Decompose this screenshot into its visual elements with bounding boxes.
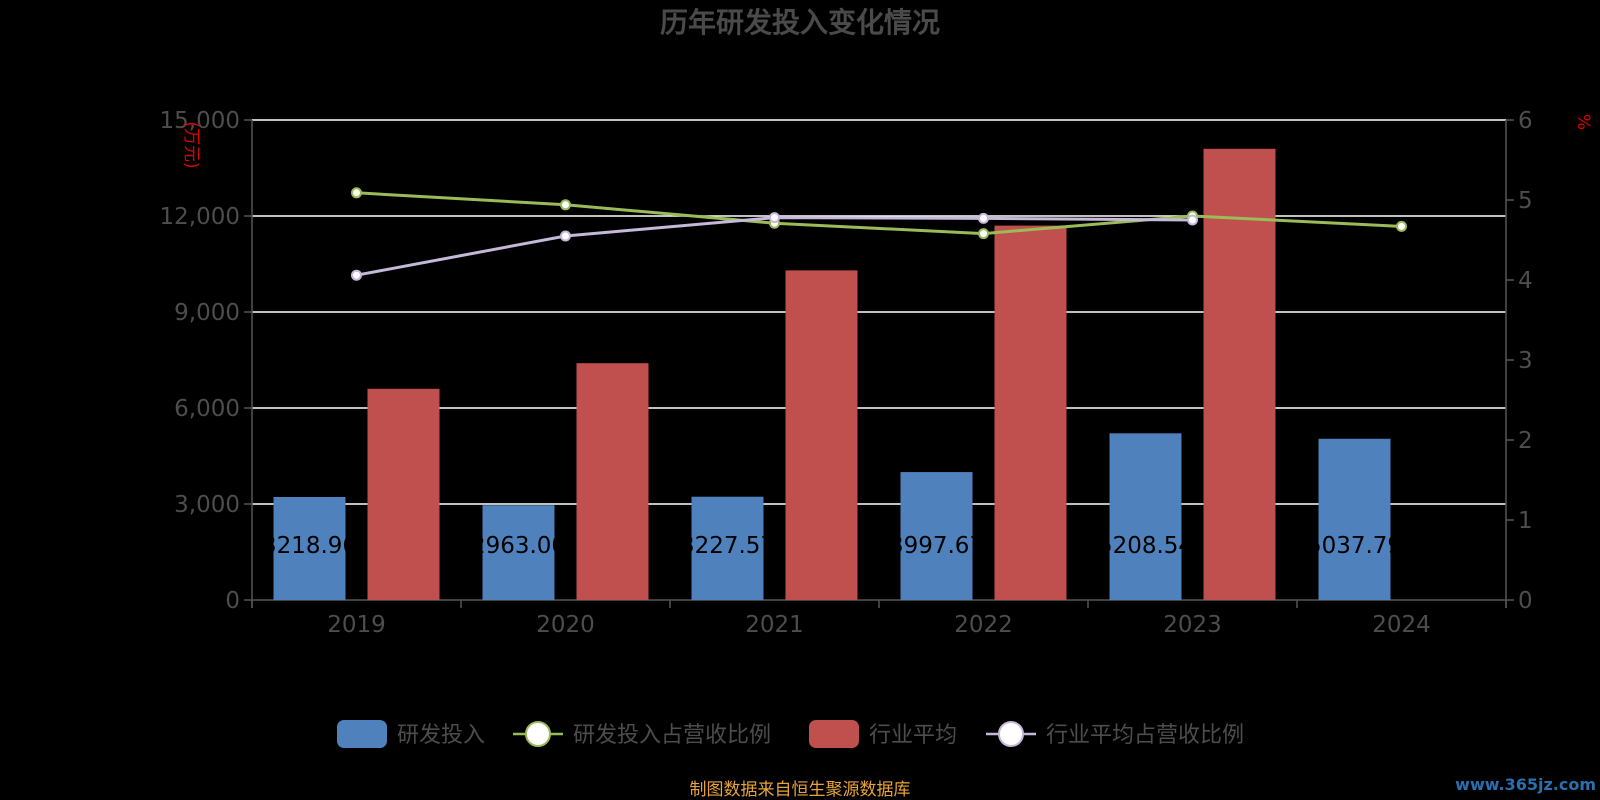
x-tick-label: 2023: [1163, 612, 1222, 638]
bar: [482, 505, 555, 600]
legend: 研发投入 研发投入占营收比例 行业平均 行业平均占营收比例: [337, 720, 1244, 748]
legend-label: 研发投入占营收比例: [573, 723, 771, 748]
bar: [785, 270, 858, 600]
bar: [1109, 433, 1182, 600]
y-right-tick-label: 4: [1518, 268, 1533, 294]
legend-swatch-marker: [525, 721, 551, 747]
y-right-tick-label: 2: [1518, 428, 1533, 454]
series-point: [769, 212, 780, 224]
bars: 3218.96 2963.00 3227.57 3997.67 5208.54 5037.…: [262, 148, 1402, 601]
gridlines: [252, 119, 1506, 505]
x-tick-label: 2021: [745, 612, 804, 638]
bar-data-label: 2963.00: [471, 533, 566, 559]
bar: [576, 363, 649, 600]
axes: 0 3,000 6,000 9,000 12,000 15,000 0 1 2 3 4 5 6 2019 2…: [160, 108, 1533, 638]
watermark: www.365jz.com: [1455, 775, 1596, 794]
x-tick-label: 2020: [536, 612, 595, 638]
series-point: [351, 187, 362, 199]
bar: [1318, 438, 1391, 600]
bar: [691, 496, 764, 600]
bar-data-label: 5208.54: [1098, 533, 1193, 559]
legend-swatch: [337, 720, 387, 748]
bar: [994, 225, 1067, 600]
bar: [273, 496, 346, 600]
x-tick-label: 2019: [327, 612, 386, 638]
y-right-tick-label: 3: [1518, 348, 1533, 374]
series-line: [356, 191, 1402, 236]
y-left-tick-label: 6,000: [174, 396, 240, 422]
legend-swatch-marker: [998, 721, 1024, 747]
x-tick-label: 2022: [954, 612, 1013, 638]
y-left-tick-label: 3,000: [174, 492, 240, 518]
bar-data-label: 3218.96: [262, 533, 357, 559]
legend-swatch: [809, 720, 859, 748]
bar: [367, 388, 440, 600]
series-point: [1187, 214, 1198, 226]
bar-data-label: 5037.79: [1307, 533, 1402, 559]
series-point: [560, 199, 571, 211]
y-left-tick-label: 15,000: [160, 108, 240, 134]
bar-data-label: 3997.67: [889, 533, 984, 559]
y-left-tick-label: 0: [225, 588, 240, 614]
chart-title: 历年研发投入变化情况: [660, 6, 940, 39]
bar: [900, 472, 973, 600]
series-point: [1396, 220, 1407, 232]
data-source-note: 制图数据来自恒生聚源数据库: [690, 780, 911, 800]
legend-label: 研发投入: [397, 723, 485, 748]
series-point: [351, 269, 362, 281]
legend-label: 行业平均: [869, 723, 957, 748]
y-right-tick-label: 5: [1518, 188, 1533, 214]
lines: [351, 187, 1407, 281]
y-left-tick-label: 12,000: [160, 204, 240, 230]
y-left-tick-label: 9,000: [174, 300, 240, 326]
bar: [1203, 148, 1276, 601]
bar-data-label: 3227.57: [680, 533, 775, 559]
x-tick-label: 2024: [1372, 612, 1431, 638]
series-point: [978, 228, 989, 240]
y-right-tick-label: 0: [1518, 588, 1533, 614]
legend-label: 行业平均占营收比例: [1046, 723, 1244, 748]
series-point: [978, 212, 989, 224]
y-right-tick-label: 1: [1518, 508, 1533, 534]
y-left-unit: (万元): [181, 121, 201, 168]
y-right-tick-label: 6: [1518, 108, 1533, 134]
y-right-unit: %: [1573, 114, 1593, 130]
series-point: [560, 230, 571, 242]
